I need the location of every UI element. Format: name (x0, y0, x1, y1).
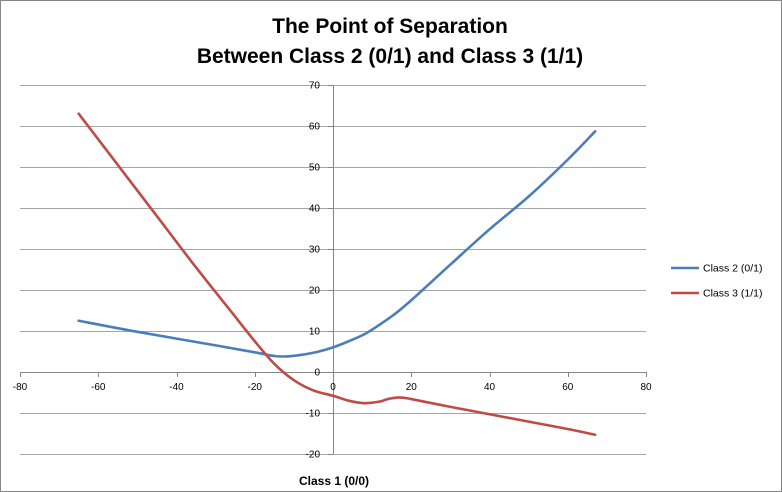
legend-label-class-2-0-1: Class 2 (0/1) (703, 263, 763, 275)
x-tick-label: -20 (248, 382, 263, 393)
x-tick-label: -80 (13, 382, 28, 393)
legend-label-class-3-1-1: Class 3 (1/1) (703, 288, 763, 300)
chart-title-line-1: The Point of Separation (272, 15, 508, 38)
y-tick-label: 50 (309, 163, 321, 174)
y-tick-label: 0 (314, 368, 320, 379)
y-tick-label: 60 (309, 122, 321, 133)
y-tick-label: 70 (309, 81, 321, 92)
series-line-class-2-0-1 (77, 130, 597, 358)
y-tick-label: 20 (309, 286, 321, 297)
x-tick-label: -40 (169, 382, 184, 393)
x-tick-label: 60 (562, 382, 574, 393)
x-axis-title: Class 1 (0/0) (299, 474, 369, 488)
series-line-class-3-1-1 (77, 112, 597, 437)
y-tick-label: -10 (306, 409, 321, 420)
series-lines (77, 112, 597, 437)
x-tick-label: 80 (640, 382, 652, 393)
x-tick-label: -60 (91, 382, 106, 393)
y-tick-label: 40 (309, 204, 321, 215)
legend: Class 2 (0/1) Class 3 (1/1) (671, 263, 763, 300)
x-tick-label: 40 (484, 382, 496, 393)
x-tick-label: 0 (330, 382, 336, 393)
y-tick-label: 10 (309, 327, 321, 338)
y-tick-label: 30 (309, 245, 321, 256)
axes: -80 -60 -40 -20 0 20 40 60 80 -20 -10 0 10 20 30 40 50 60… (13, 81, 652, 461)
y-tick-label: -20 (306, 450, 321, 461)
x-tick-label: 20 (406, 382, 418, 393)
chart-title-line-2: Between Class 2 (0/1) and Class 3 (1/1) (197, 45, 583, 68)
